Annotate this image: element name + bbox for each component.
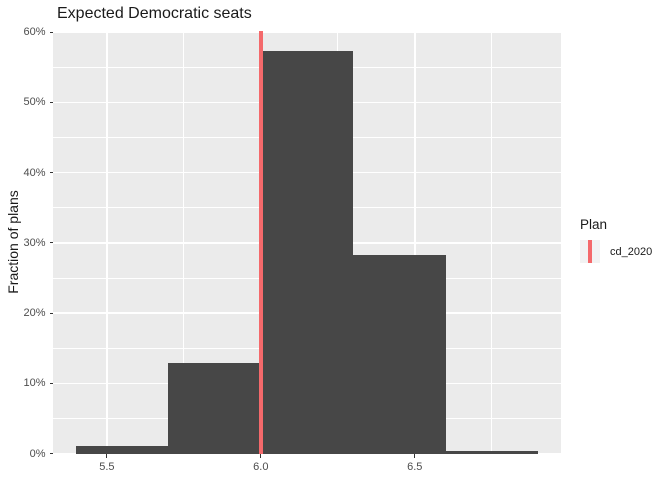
y-tick-label: 0%: [29, 447, 46, 460]
x-tick-mark: [414, 454, 416, 458]
x-tick-label: 5.5: [99, 461, 115, 473]
y-tick-mark: [49, 312, 53, 314]
histogram-bar: [260, 51, 354, 454]
y-tick-mark: [49, 172, 53, 174]
legend-key: [580, 240, 600, 263]
y-tick-mark: [49, 101, 53, 103]
y-tick-mark: [49, 453, 53, 455]
y-tick-label: 40%: [23, 166, 46, 179]
legend-item-label: cd_2020: [610, 245, 653, 258]
y-tick-mark: [49, 242, 53, 244]
y-tick-label: 50%: [23, 96, 46, 109]
y-tick-mark: [49, 31, 53, 33]
plot-title: Expected Democratic seats: [57, 5, 252, 22]
y-tick-label: 30%: [23, 236, 46, 249]
gridline-y-major: [53, 31, 561, 33]
x-tick-label: 6.5: [407, 461, 423, 473]
y-tick-label: 20%: [23, 307, 46, 320]
vline-swatch-icon: [588, 240, 592, 263]
histogram-bar: [445, 450, 538, 454]
legend: Plan cd_2020: [580, 217, 652, 263]
legend-title: Plan: [580, 217, 608, 232]
reference-vline: [259, 31, 263, 454]
histogram-bar: [353, 255, 446, 454]
x-tick-label: 6.0: [253, 461, 269, 473]
y-tick-label: 10%: [23, 377, 46, 390]
y-tick-label: 60%: [23, 26, 46, 39]
histogram-bar: [76, 445, 169, 454]
legend-item: cd_2020: [580, 240, 652, 263]
plot-panel: [53, 31, 561, 454]
x-tick-mark: [260, 454, 262, 458]
histogram-bar: [168, 363, 261, 454]
x-tick-mark: [106, 454, 108, 458]
y-tick-mark: [49, 382, 53, 384]
